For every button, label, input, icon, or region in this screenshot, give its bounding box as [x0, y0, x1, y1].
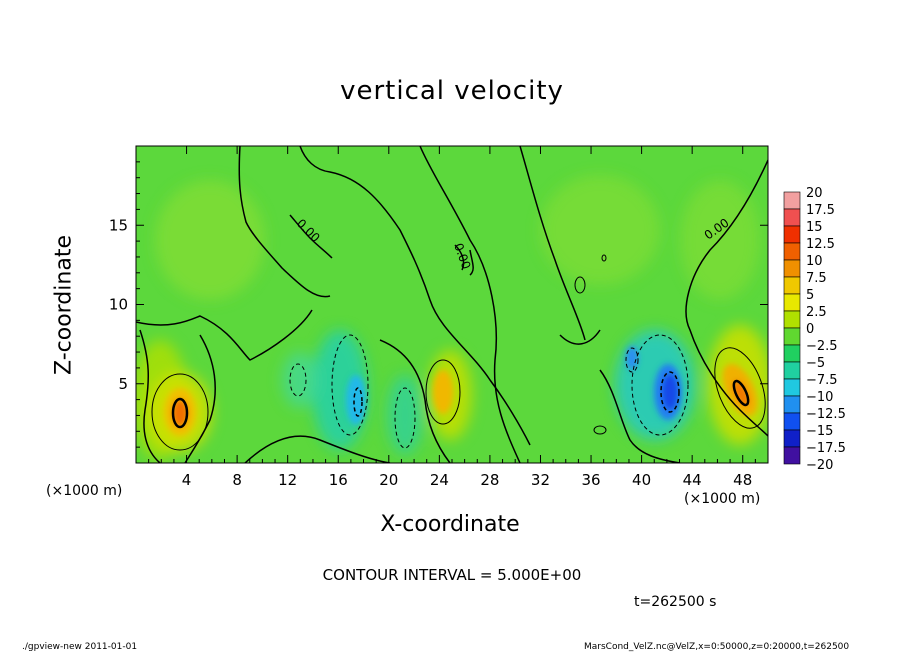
x-tick-label: 32 — [531, 471, 550, 489]
x-unit-label-left: (×1000 m) — [46, 483, 123, 499]
colorbar-swatch — [783, 378, 801, 397]
x-tick-label: 12 — [278, 471, 297, 489]
colorbar-swatch — [783, 242, 801, 261]
colorbar-swatch — [783, 208, 801, 227]
colorbar-swatch — [783, 412, 801, 431]
colorbar-swatch — [783, 259, 801, 278]
colorbar-label: −12.5 — [806, 407, 846, 422]
colorbar-label: −20 — [806, 458, 833, 473]
x-tick-label: 8 — [232, 471, 242, 489]
colorbar-label: 0 — [806, 322, 814, 337]
footer-right: MarsCond_VelZ.nc@VelZ,x=0:50000,z=0:2000… — [584, 642, 850, 652]
colorbar-label: −15 — [806, 424, 833, 439]
velocity-field: 0.00 0.00 0.00 — [136, 146, 768, 463]
x-unit-label-right: (×1000 m) — [684, 491, 761, 507]
colorbar-swatch — [783, 429, 801, 448]
colorbar-swatch — [783, 395, 801, 414]
colorbar-label: 20 — [806, 186, 823, 201]
x-tick-label: 48 — [733, 471, 752, 489]
x-axis-label: X-coordinate — [0, 512, 904, 537]
x-axis-label-text: X-coordinate — [380, 512, 520, 537]
colorbar-label: 2.5 — [806, 305, 827, 320]
x-axis: 4 8 12 16 20 24 28 32 36 40 44 48 — [148, 146, 756, 489]
x-tick-label: 28 — [480, 471, 499, 489]
colorbar-swatch — [783, 276, 801, 295]
colorbar-swatch — [783, 293, 801, 312]
colorbar-label: 12.5 — [806, 237, 835, 252]
x-tick-label: 40 — [632, 471, 651, 489]
x-tick-label: 44 — [683, 471, 702, 489]
colorbar-label: 10 — [806, 254, 823, 269]
x-tick-label: 36 — [581, 471, 600, 489]
y-axis-label: Z-coordinate — [51, 235, 77, 375]
y-tick-label: 10 — [109, 296, 128, 314]
footer-left: ./gpview-new 2011-01-01 — [22, 642, 138, 652]
colorbar-swatch — [783, 310, 801, 329]
colorbar-swatch — [783, 191, 801, 210]
colorbar-label: −2.5 — [806, 339, 838, 354]
x-tick-label: 20 — [379, 471, 398, 489]
colorbar-label: −5 — [806, 356, 825, 371]
colorbar-swatch — [783, 344, 801, 363]
chart-title: vertical velocity — [340, 76, 564, 106]
colorbar-label: 7.5 — [806, 271, 827, 286]
colorbar-label: −7.5 — [806, 373, 838, 388]
colorbar-swatch — [783, 361, 801, 380]
colorbar-label: −17.5 — [806, 441, 846, 456]
x-tick-label: 16 — [329, 471, 348, 489]
colorbar-swatch — [783, 327, 801, 346]
time-text: t=262500 s — [634, 594, 717, 610]
y-tick-label: 5 — [118, 375, 128, 393]
colorbar: 20 17.5 15 12.5 10 7.5 5 2.5 0 −2.5 −5 −7.5 −10 −12.5… — [783, 186, 846, 473]
y-axis: 5 10 15 — [109, 161, 768, 448]
x-tick-label: 4 — [182, 471, 192, 489]
colorbar-swatch — [783, 225, 801, 244]
x-tick-label: 24 — [430, 471, 449, 489]
colorbar-swatch — [783, 446, 801, 465]
colorbar-label: 5 — [806, 288, 814, 303]
colorbar-label: −10 — [806, 390, 833, 405]
contour-interval-text: CONTOUR INTERVAL = 5.000E+00 — [322, 566, 582, 584]
y-tick-label: 15 — [109, 216, 128, 234]
colorbar-label: 15 — [806, 220, 823, 235]
colorbar-label: 17.5 — [806, 203, 835, 218]
